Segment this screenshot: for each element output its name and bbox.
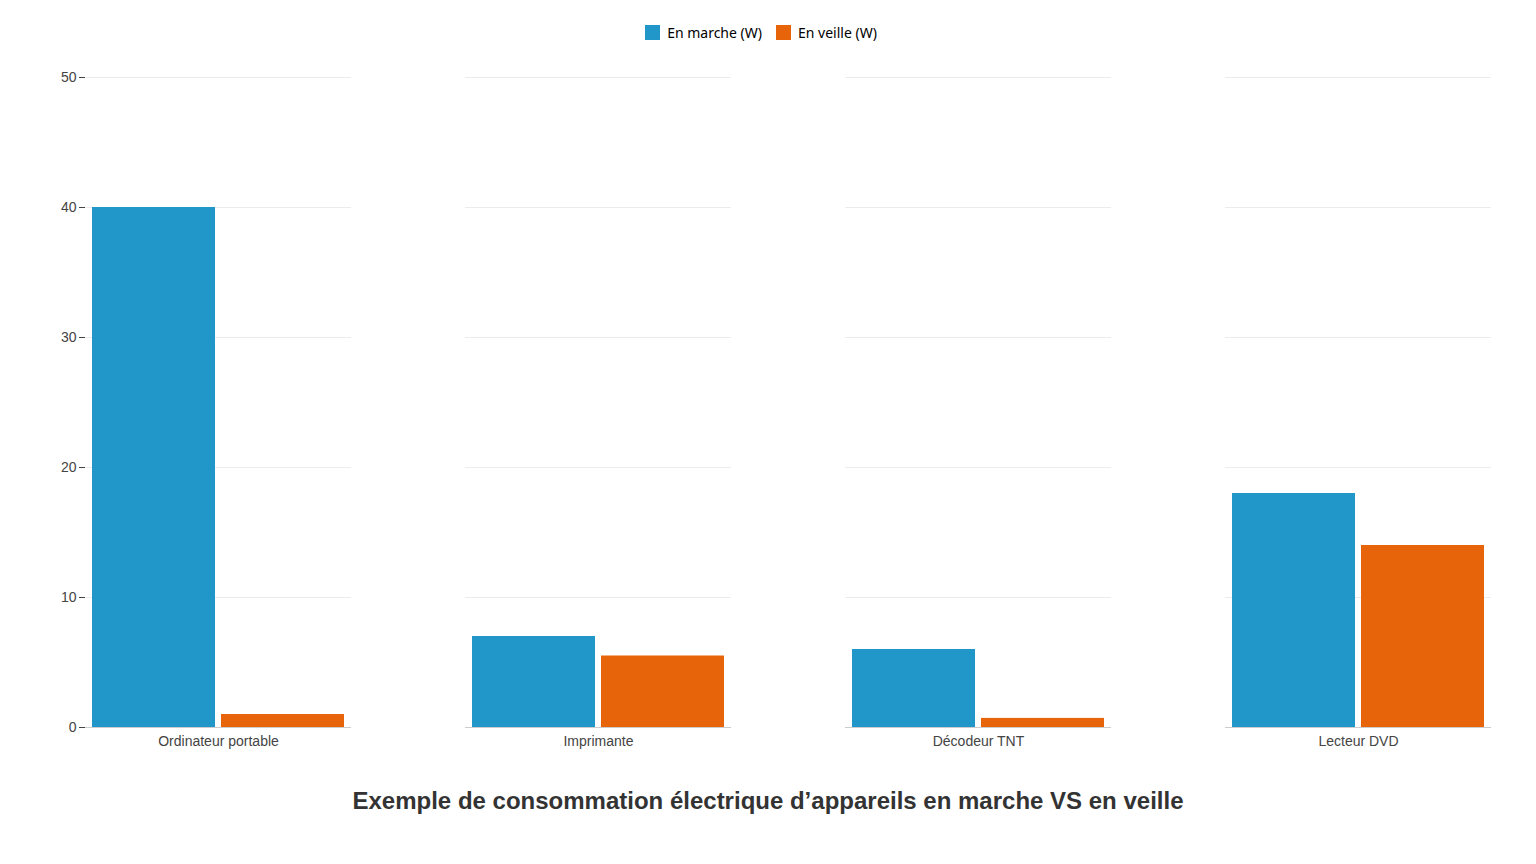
svg-text:20: 20 [61,459,77,475]
svg-text:40: 40 [61,199,77,215]
html-text:En marche (W): En marche (W) [667,23,762,42]
svg-text:Lecteur DVD: Lecteur DVD [1318,733,1398,749]
svg-text:Ordinateur portable: Ordinateur portable [158,733,279,749]
svg-text:50: 50 [61,69,77,85]
svg-text:0: 0 [69,719,77,735]
svg-text:10: 10 [61,589,77,605]
html-text:En veille (W): En veille (W) [798,23,877,42]
svg-text:Décodeur TNT: Décodeur TNT [933,733,1025,749]
svg-text:Imprimante: Imprimante [563,733,633,749]
html-text:Exemple de consommation électr: Exemple de consommation électrique d’app… [352,787,1184,814]
svg-text:30: 30 [61,329,77,345]
